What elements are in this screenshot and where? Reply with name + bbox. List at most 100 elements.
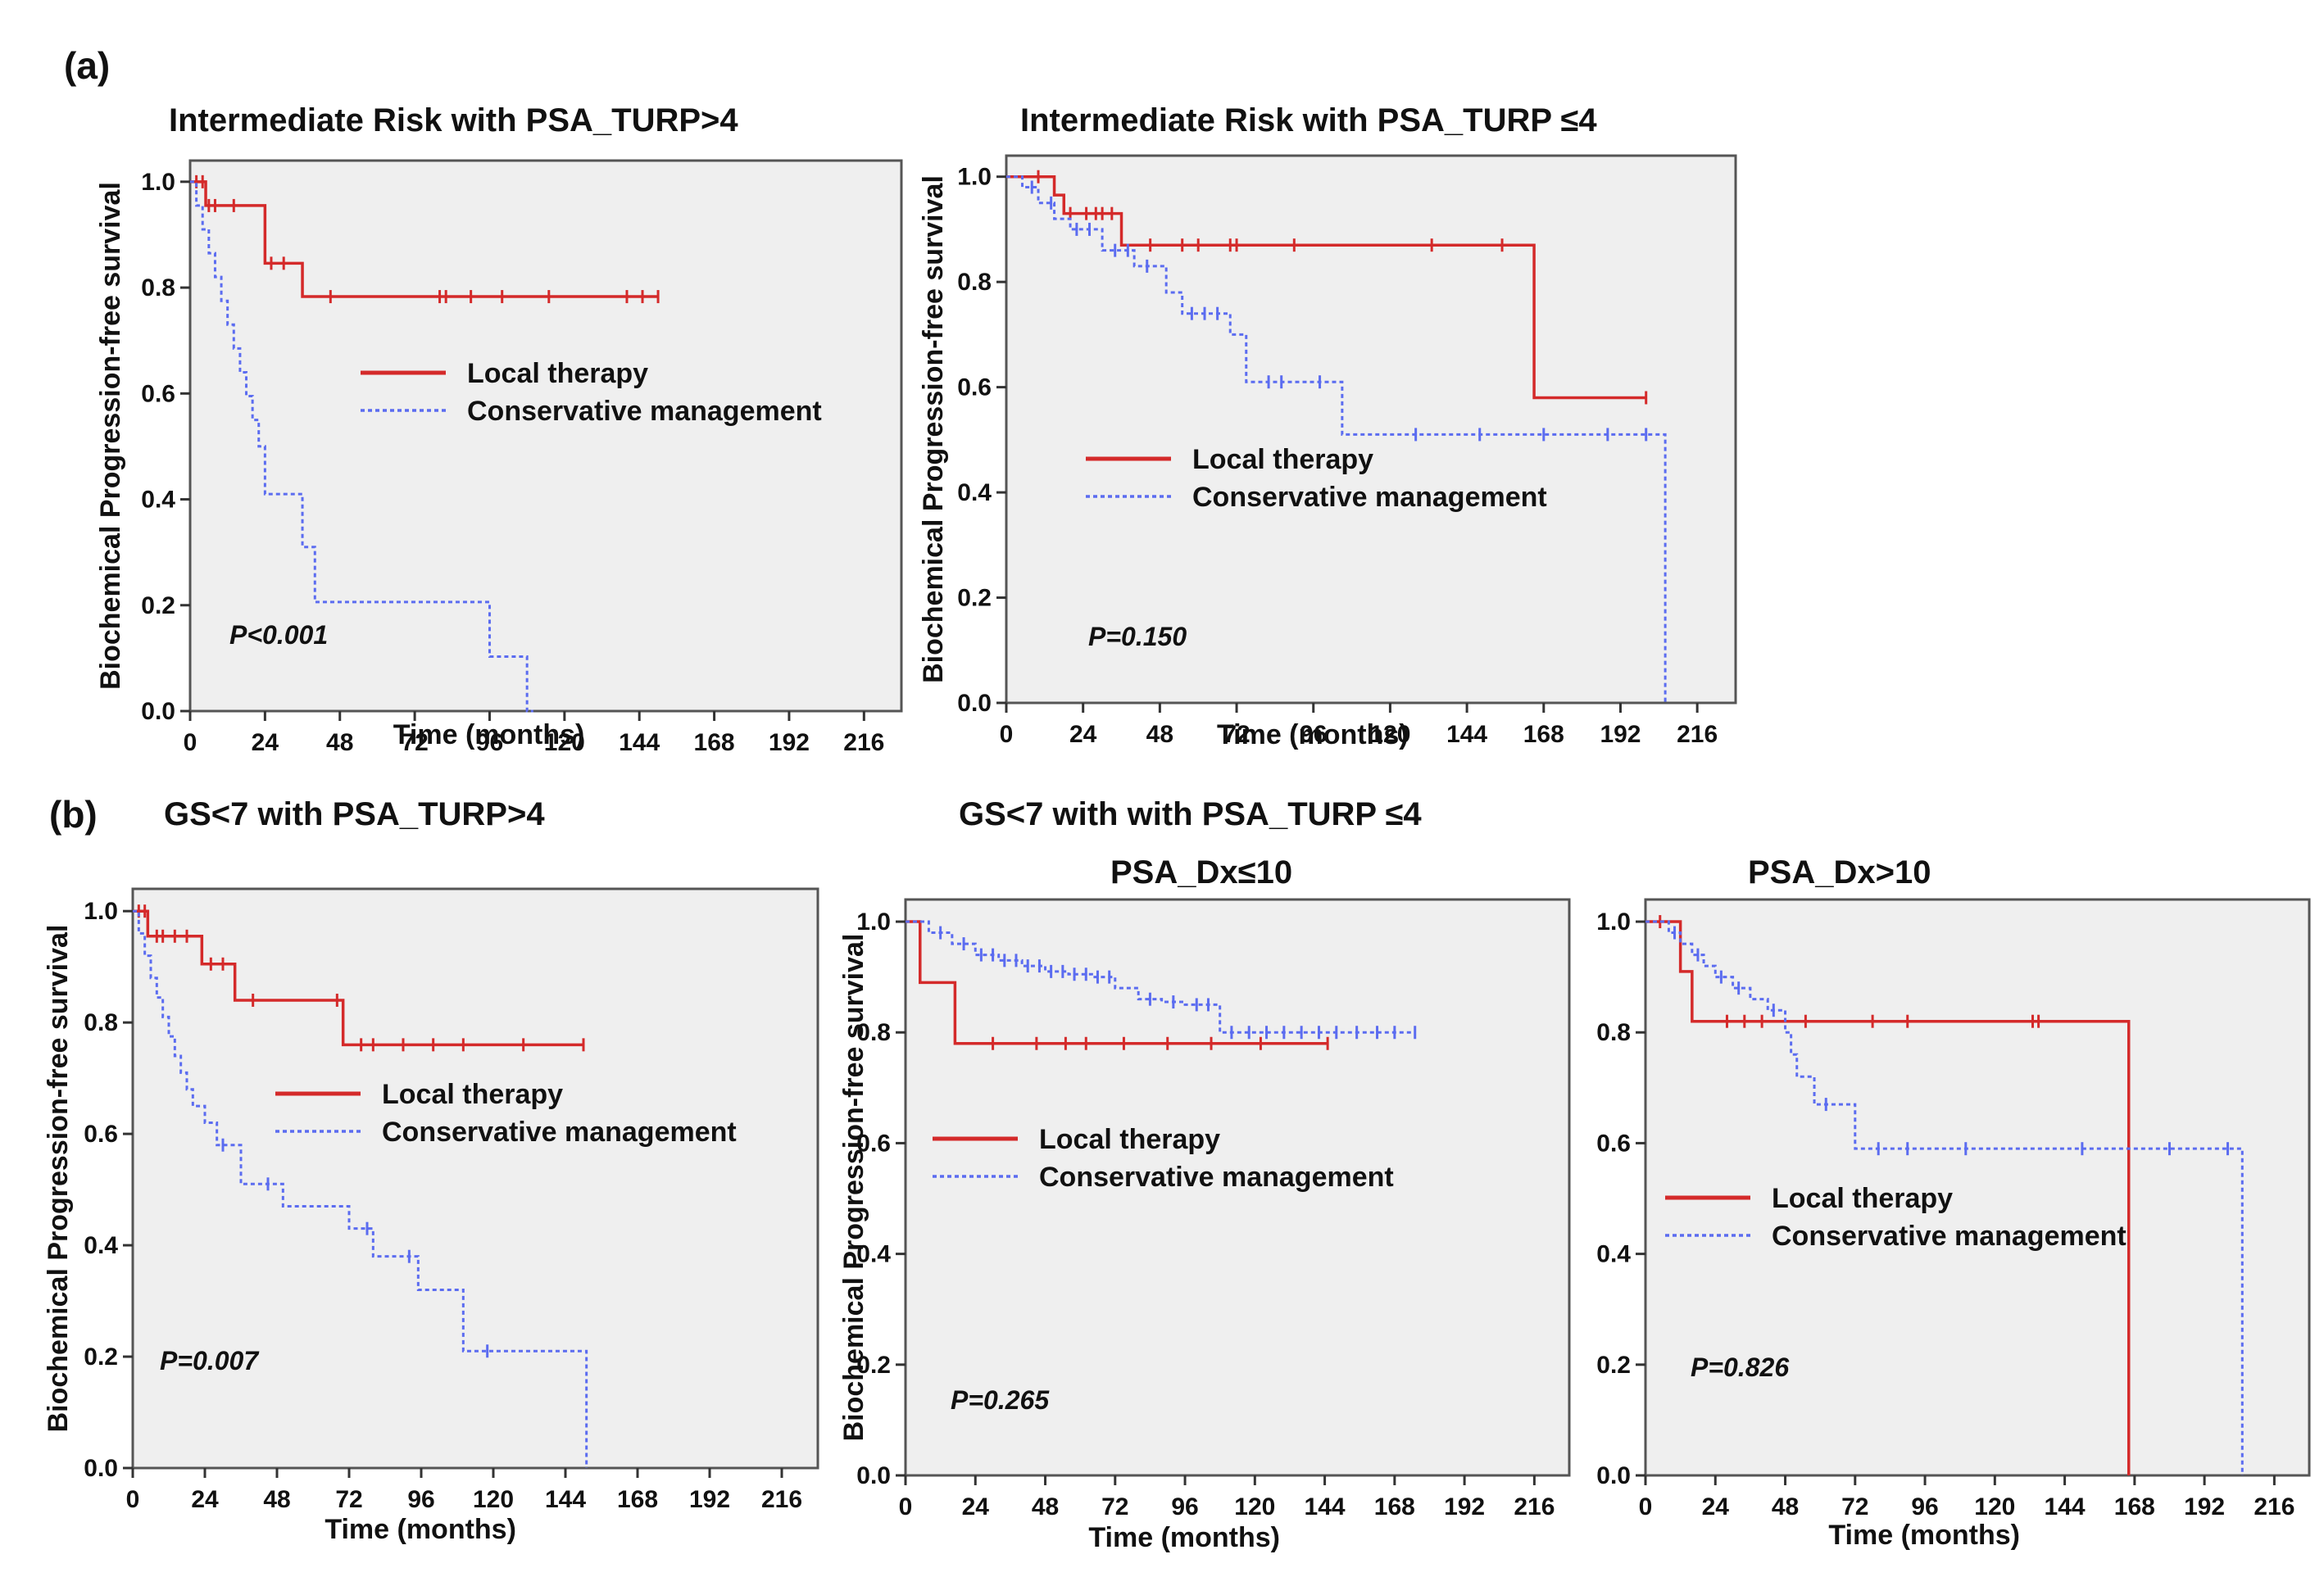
- y-axis-label: Biochemical Progression-free survival: [838, 934, 869, 1442]
- y-tick-label: 0.2: [957, 585, 992, 612]
- x-tick-label: 96: [407, 1486, 434, 1513]
- x-tick-label: 0: [184, 729, 197, 756]
- series-line-local-therapy: [1645, 920, 2131, 1475]
- y-axis-label: Biochemical Progression-free survival: [43, 925, 74, 1433]
- y-tick-label: 0.2: [84, 1344, 118, 1371]
- x-tick-label: 72: [1841, 1493, 1868, 1520]
- chart-intermediate-psa-le4: Intermediate Risk with PSA_TURP ≤4 0.0 0.2…: [918, 102, 1737, 750]
- x-tick-label: 48: [1146, 721, 1173, 748]
- x-tick-label: 192: [2184, 1493, 2225, 1520]
- chart-psa-dx-gt10: PSA_Dx>10 0.0 0.2 0.4 0.6 0.8 1.0 0 24 48 72 96 120 1…: [1596, 854, 2311, 1551]
- y-tick-label: 1.0: [141, 169, 175, 196]
- x-tick-label: 72: [1223, 721, 1250, 748]
- x-axis-label: Time (months): [1828, 1520, 2020, 1551]
- x-axis-label: Time (months): [393, 719, 585, 750]
- x-tick-label: 24: [1069, 721, 1097, 748]
- y-tick-label: 1.0: [1596, 909, 1631, 936]
- legend-label: Conservative management: [1192, 482, 1547, 513]
- y-tick-label: 1.0: [957, 164, 992, 191]
- x-tick-label: 48: [1032, 1493, 1059, 1520]
- chart-title: GS<7 with PSA_TURP>4: [164, 796, 545, 832]
- y-axis-label: Biochemical Progression-free survival: [918, 175, 949, 683]
- x-tick-label: 120: [473, 1486, 514, 1513]
- y-tick-label: 1.0: [84, 898, 118, 925]
- x-tick-label: 48: [326, 729, 353, 756]
- x-tick-label: 72: [401, 729, 428, 756]
- legend-label: Local therapy: [1039, 1124, 1220, 1155]
- panel-a-label: (a): [64, 44, 110, 87]
- y-tick-label: 0.2: [856, 1352, 891, 1379]
- y-tick-label: 0.6: [84, 1121, 118, 1148]
- chart-intermediate-psa-gt4: Intermediate Risk with PSA_TURP>4 0.0 0.2 0…: [95, 102, 903, 756]
- x-tick-label: 48: [263, 1486, 290, 1513]
- y-tick-label: 0.8: [1596, 1019, 1631, 1046]
- y-tick-label: 0.0: [141, 698, 175, 725]
- p-value-annotation: P=0.150: [1088, 622, 1187, 651]
- y-tick-label: 0.6: [957, 374, 992, 401]
- x-tick-label: 24: [1702, 1493, 1730, 1520]
- legend-label: Local therapy: [467, 358, 648, 389]
- x-tick-label: 144: [2045, 1493, 2086, 1520]
- series-line-conservative-management: [1006, 175, 1667, 703]
- series-line-conservative-management: [133, 909, 588, 1468]
- plot-area: [131, 887, 819, 1470]
- series-line-local-therapy: [1006, 174, 1646, 400]
- x-tick-label: 216: [1677, 721, 1718, 748]
- x-tick-label: 120: [1369, 721, 1410, 748]
- p-value-annotation: P=0.007: [160, 1346, 260, 1375]
- series-line-local-therapy: [906, 920, 1328, 1045]
- x-tick-label: 144: [1446, 721, 1487, 748]
- y-tick-label: 0.0: [84, 1455, 118, 1482]
- x-tick-label: 120: [1234, 1493, 1275, 1520]
- x-tick-label: 0: [1000, 721, 1014, 748]
- x-tick-label: 72: [335, 1486, 362, 1513]
- series-line-conservative-management: [1645, 920, 2244, 1475]
- x-tick-label: 0: [899, 1493, 913, 1520]
- y-tick-label: 0.4: [141, 487, 175, 514]
- x-tick-label: 24: [252, 729, 279, 756]
- y-tick-label: 0.0: [957, 690, 992, 717]
- p-value-annotation: P=0.826: [1691, 1353, 1789, 1382]
- x-tick-label: 168: [1374, 1493, 1415, 1520]
- chart-psa-dx-le10: PSA_Dx≤10 0.0 0.2 0.4 0.6 0.8 1.0 0 24 48 72 96 120 1…: [838, 854, 1571, 1553]
- x-tick-label: 0: [1639, 1493, 1653, 1520]
- chart-title: PSA_Dx≤10: [1110, 854, 1292, 890]
- y-tick-label: 0.4: [957, 479, 992, 506]
- y-tick-label: 0.4: [1596, 1241, 1631, 1268]
- x-tick-label: 24: [191, 1486, 219, 1513]
- legend-label: Local therapy: [1192, 444, 1373, 475]
- chart-title: Intermediate Risk with PSA_TURP ≤4: [1020, 102, 1597, 138]
- plot-area: [1644, 898, 2311, 1477]
- chart-title: Intermediate Risk with PSA_TURP>4: [169, 102, 738, 138]
- x-axis-label: Time (months): [1217, 719, 1409, 750]
- series-line-local-therapy: [133, 909, 583, 1047]
- x-tick-label: 192: [689, 1486, 730, 1513]
- x-tick-label: 192: [1600, 721, 1641, 748]
- x-tick-label: 120: [544, 729, 585, 756]
- y-tick-label: 0.0: [856, 1462, 891, 1489]
- y-tick-label: 0.8: [957, 269, 992, 296]
- x-tick-label: 216: [2254, 1493, 2294, 1520]
- y-tick-label: 0.4: [856, 1241, 891, 1268]
- x-tick-label: 120: [1974, 1493, 2015, 1520]
- x-axis-label: Time (months): [1088, 1522, 1280, 1553]
- series-line-conservative-management: [190, 180, 533, 713]
- chart-title: PSA_Dx>10: [1748, 854, 1931, 890]
- y-tick-label: 0.6: [141, 380, 175, 407]
- x-tick-label: 48: [1772, 1493, 1799, 1520]
- panel-b-label: (b): [49, 793, 98, 836]
- group-b2-title: GS<7 with with PSA_TURP ≤4: [959, 796, 1422, 832]
- x-axis-label: Time (months): [325, 1514, 516, 1545]
- y-tick-label: 0.2: [141, 592, 175, 619]
- x-tick-label: 168: [617, 1486, 658, 1513]
- y-axis-label: Biochemical Progression-free survival: [95, 182, 126, 690]
- y-tick-label: 0.0: [1596, 1462, 1631, 1489]
- legend-label: Local therapy: [1772, 1183, 1953, 1214]
- x-tick-label: 168: [1523, 721, 1564, 748]
- x-tick-label: 216: [761, 1486, 802, 1513]
- x-tick-label: 192: [769, 729, 810, 756]
- x-tick-label: 144: [619, 729, 660, 756]
- x-tick-label: 96: [1911, 1493, 1938, 1520]
- x-tick-label: 24: [962, 1493, 990, 1520]
